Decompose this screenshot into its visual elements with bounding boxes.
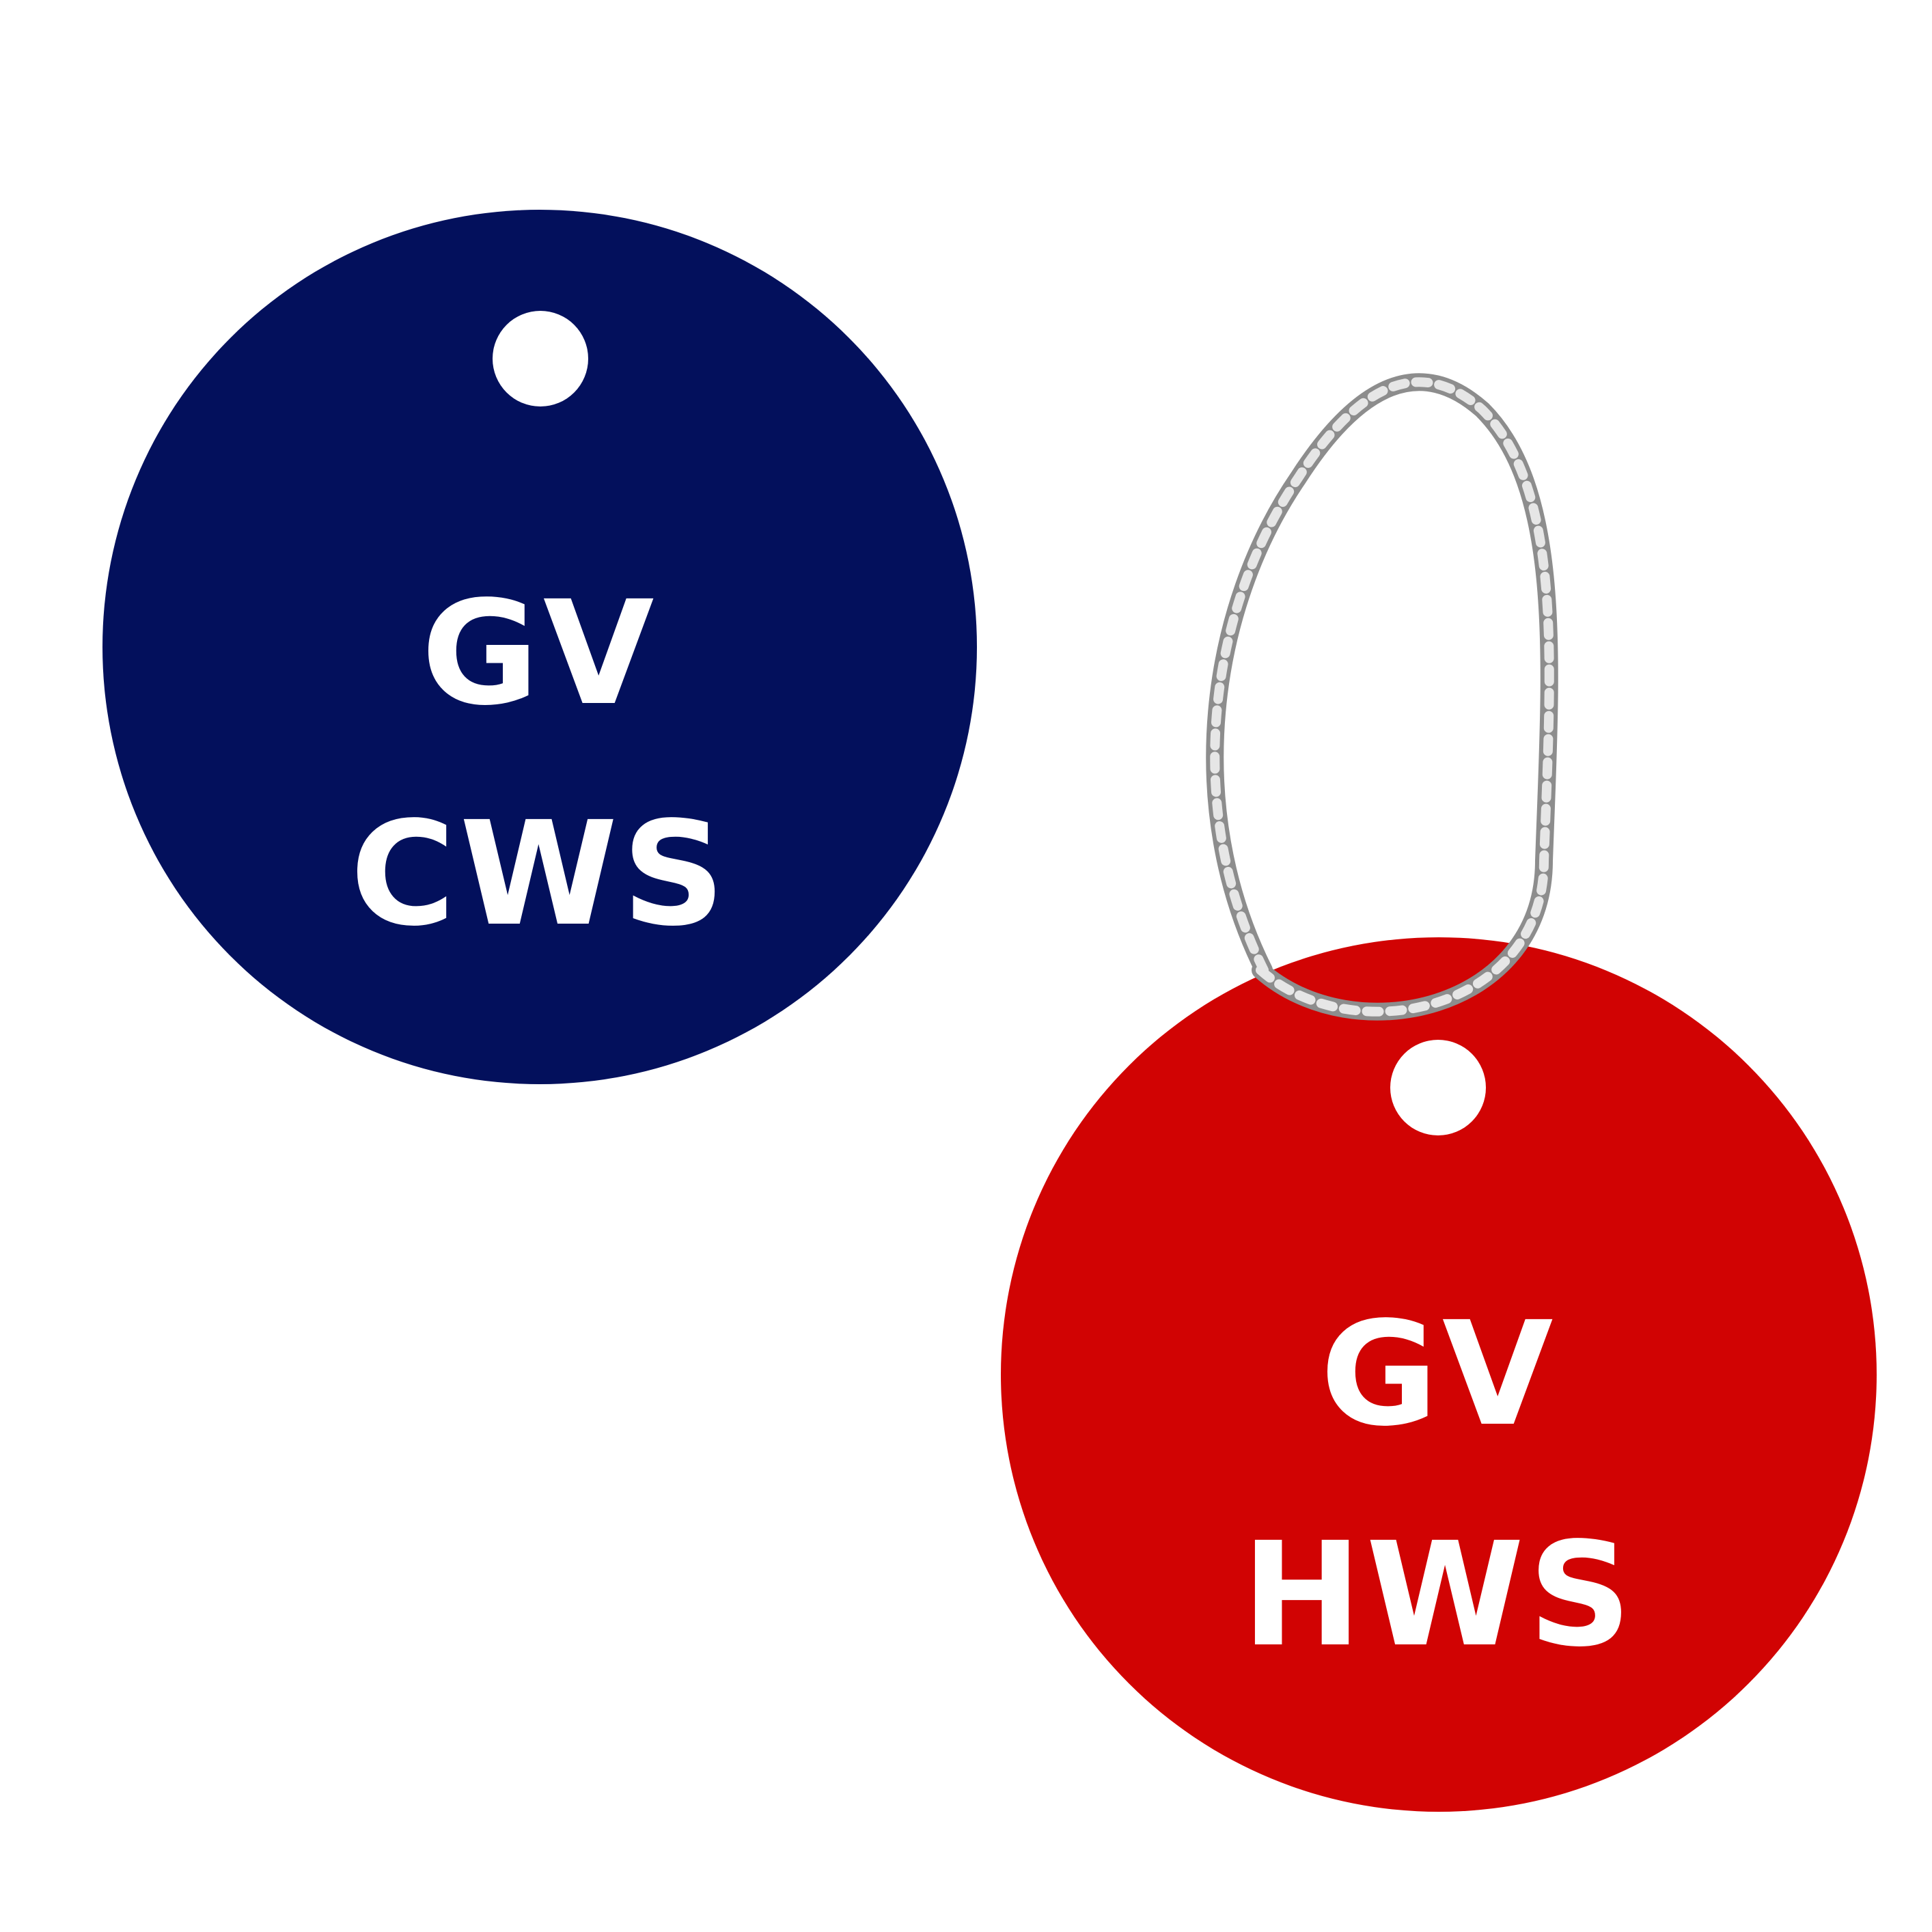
chain-loop-highlight [1210, 377, 1554, 1017]
tag-label-line-2: CWS [350, 790, 730, 958]
tag-hole [1390, 1040, 1486, 1135]
tag-label-line-2: HWS [1241, 1511, 1636, 1679]
tag-hws: GV HWS [1001, 937, 1877, 1812]
tag-label-line-1: GV [421, 570, 659, 737]
tag-hole [493, 311, 588, 406]
chain-loop [1206, 373, 1558, 1021]
tag-label-line-1: GV [1320, 1291, 1558, 1458]
tag-cws: GV CWS [102, 210, 977, 1084]
